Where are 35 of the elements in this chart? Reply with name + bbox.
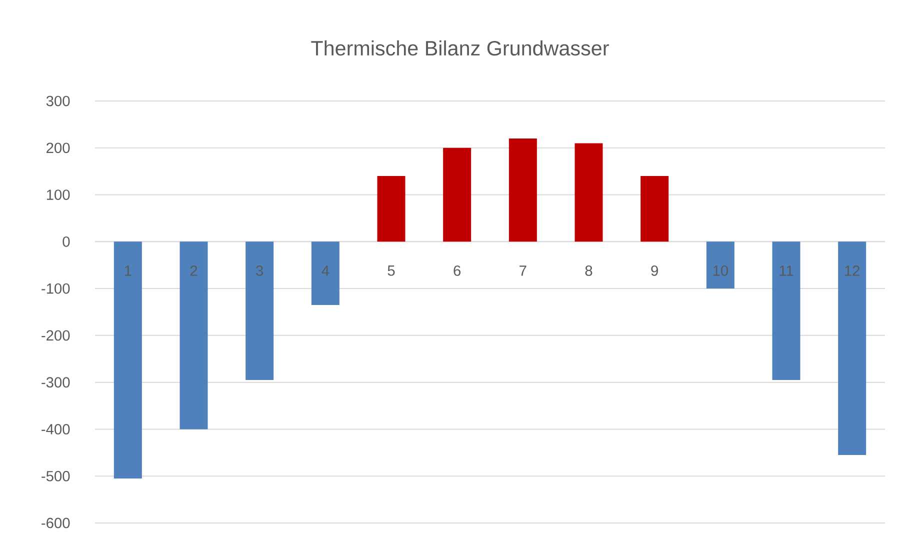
bar — [706, 242, 734, 289]
y-tick-label: 300 — [46, 96, 70, 106]
bar — [772, 242, 800, 380]
y-tick-label: 100 — [46, 190, 70, 200]
bar — [180, 242, 208, 430]
bar — [311, 242, 340, 305]
bar — [246, 242, 274, 380]
x-tick-label: 4 — [322, 266, 330, 276]
y-tick-label: 200 — [46, 142, 70, 154]
x-tick-label: 8 — [585, 265, 592, 276]
x-tick-label: 10 — [713, 265, 728, 276]
y-tick-label: -200 — [42, 330, 70, 341]
y-tick-label: -400 — [42, 424, 70, 434]
y-tick-label: -100 — [42, 283, 70, 294]
y-tick-label: 0 — [62, 236, 70, 247]
bar — [838, 242, 866, 455]
bar — [114, 242, 142, 478]
bar — [508, 138, 537, 242]
x-tick-label: 9 — [651, 265, 658, 276]
x-tick-label: 12 — [845, 266, 860, 276]
bar — [640, 176, 669, 242]
x-tick-label: 1 — [124, 266, 132, 276]
x-tick-label: 6 — [454, 265, 461, 276]
x-tick-label: 11 — [780, 266, 794, 276]
y-tick-label: -500 — [42, 470, 70, 482]
x-tick-label: 7 — [520, 266, 526, 276]
x-tick-label: 2 — [190, 266, 198, 276]
x-tick-label: 3 — [256, 265, 264, 276]
bar — [443, 148, 472, 242]
bar — [377, 176, 406, 242]
bar — [574, 143, 603, 242]
chart-title: Thermische Bilanz Grundwasser — [311, 40, 609, 56]
y-tick-label: -300 — [42, 377, 70, 388]
y-tick-label: -600 — [42, 518, 70, 528]
x-tick-label: 5 — [388, 266, 395, 276]
